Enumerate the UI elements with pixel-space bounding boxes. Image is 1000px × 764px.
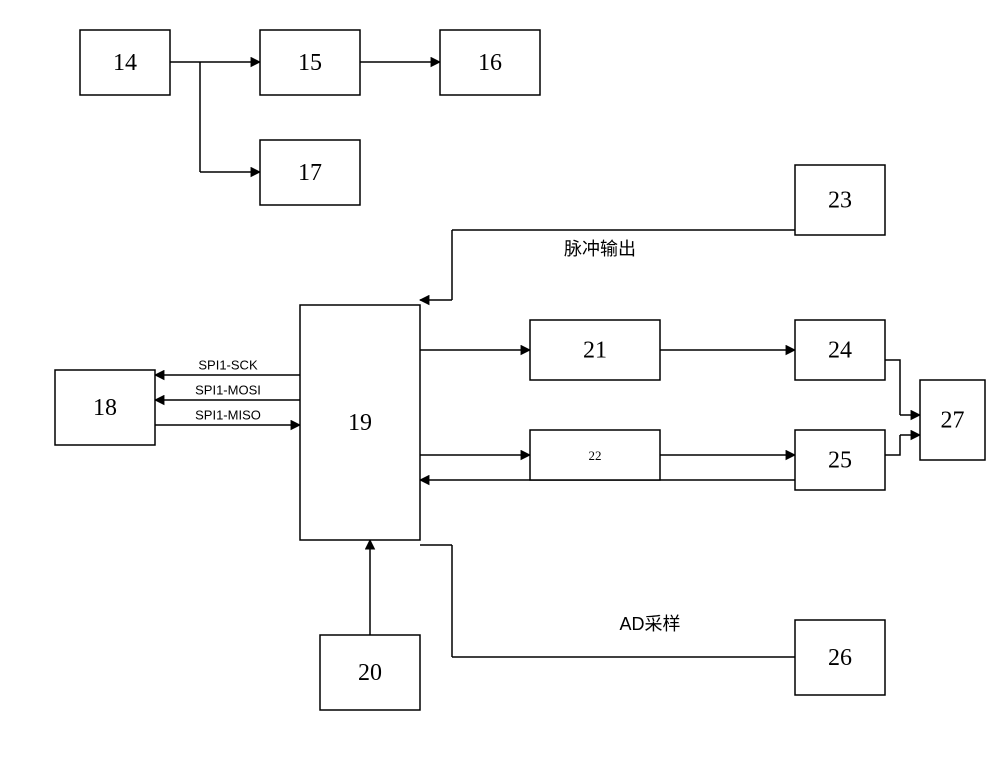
node-label-n23: 23: [828, 188, 852, 214]
node-label-n26: 26: [828, 645, 852, 671]
node-label-n20: 20: [358, 660, 382, 686]
edge-e25-27-v: [885, 435, 900, 455]
node-n17: 17: [260, 140, 360, 205]
node-n16: 16: [440, 30, 540, 95]
node-n25: 25: [795, 430, 885, 490]
node-label-n22: 22: [589, 448, 602, 463]
node-label-n27: 27: [941, 408, 965, 434]
node-n23: 23: [795, 165, 885, 235]
node-n22: 22: [530, 430, 660, 480]
node-n27: 27: [920, 380, 985, 460]
edge-label-lbl-mosi: SPI1-MOSI: [195, 382, 261, 397]
node-n24: 24: [795, 320, 885, 380]
node-label-n18: 18: [93, 395, 117, 421]
node-n21: 21: [530, 320, 660, 380]
node-label-n19: 19: [348, 410, 372, 436]
node-n18: 18: [55, 370, 155, 445]
node-label-n24: 24: [828, 338, 852, 364]
edge-label-lbl-miso: SPI1-MISO: [195, 407, 261, 422]
edge-e24-27-v: [885, 360, 900, 415]
node-n20: 20: [320, 635, 420, 710]
node-label-n21: 21: [583, 338, 607, 364]
node-n15: 15: [260, 30, 360, 95]
node-label-n25: 25: [828, 448, 852, 474]
node-n14: 14: [80, 30, 170, 95]
edge-label-lbl-ad: AD采样: [619, 614, 680, 634]
node-label-n15: 15: [298, 50, 322, 76]
node-n19: 19: [300, 305, 420, 540]
node-label-n17: 17: [298, 160, 322, 186]
nodes-layer: 14 15 16 17 23 18 19 21 24 22 25 27 20 26: [55, 30, 985, 710]
node-label-n14: 14: [113, 50, 137, 76]
block-diagram: 脉冲输出AD采样SPI1-SCKSPI1-MOSISPI1-MISO 14151…: [0, 0, 1000, 764]
edge-label-lbl-pulse: 脉冲输出: [564, 239, 636, 259]
node-n26: 26: [795, 620, 885, 695]
node-label-n16: 16: [478, 50, 502, 76]
edge-label-lbl-sck: SPI1-SCK: [198, 357, 258, 372]
